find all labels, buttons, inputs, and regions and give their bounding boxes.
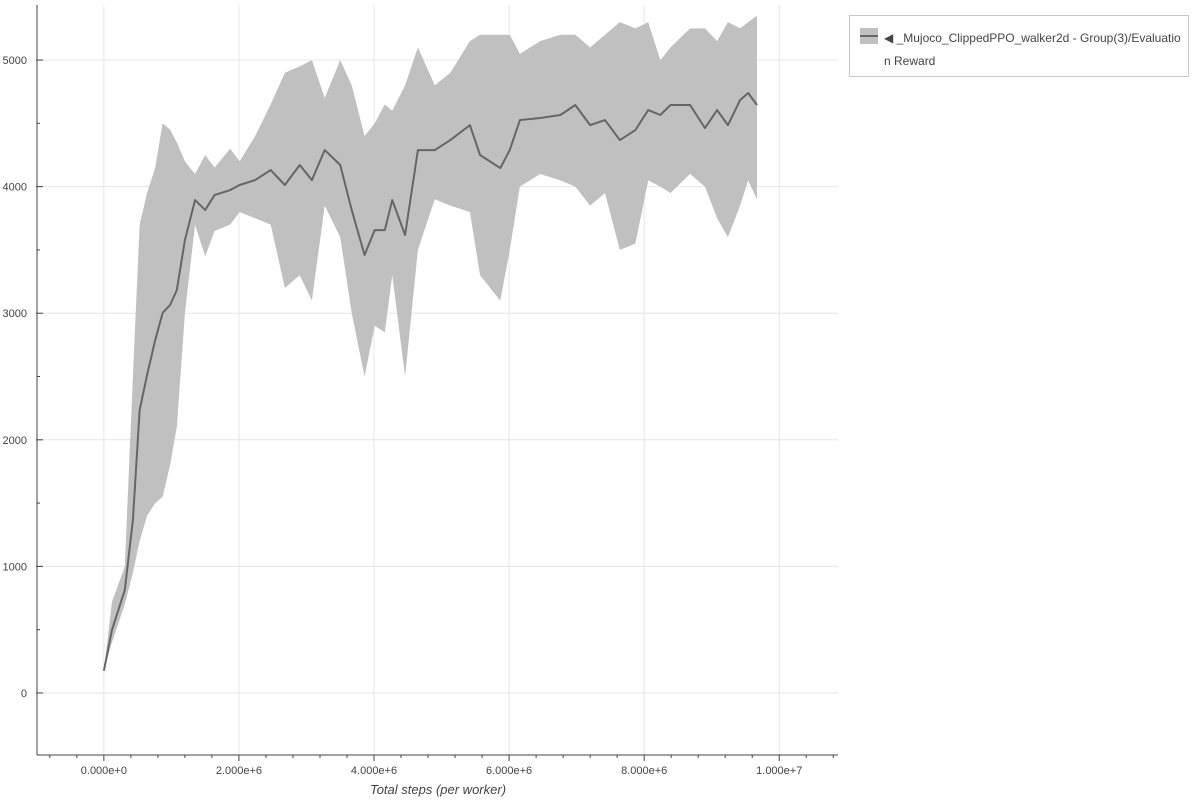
legend-label[interactable]: ◀ _Mujoco_ClippedPPO_walker2d - Group(3)… [884, 31, 1181, 68]
y-tick-label: 0 [21, 688, 27, 700]
band-layer [103, 15, 757, 671]
x-axis-label: Total steps (per worker) [370, 782, 506, 797]
x-tick-label: 8.000e+6 [621, 765, 667, 777]
y-tick-label: 4000 [3, 182, 27, 194]
x-tick-label: 2.000e+6 [216, 765, 262, 777]
x-tick-label: 6.000e+6 [486, 765, 532, 777]
y-tick-label: 2000 [3, 435, 27, 447]
legend[interactable]: ◀ _Mujoco_ClippedPPO_walker2d - Group(3)… [849, 15, 1189, 77]
line-layer [102, 91, 758, 672]
y-tick-label: 5000 [3, 55, 27, 67]
std-band [103, 15, 757, 671]
x-tick-label: 1.000e+7 [756, 765, 802, 777]
y-tick-label: 1000 [3, 561, 27, 573]
axes: 0.000e+0 2.000e+6 4.000e+6 6.000e+6 8.000e+6… [3, 5, 838, 777]
x-tick-label: 4.000e+6 [351, 765, 397, 777]
legend-swatch [860, 28, 878, 44]
y-tick-label: 3000 [3, 308, 27, 320]
mean-line [102, 91, 758, 672]
x-tick-label: 0.000e+0 [81, 765, 127, 777]
